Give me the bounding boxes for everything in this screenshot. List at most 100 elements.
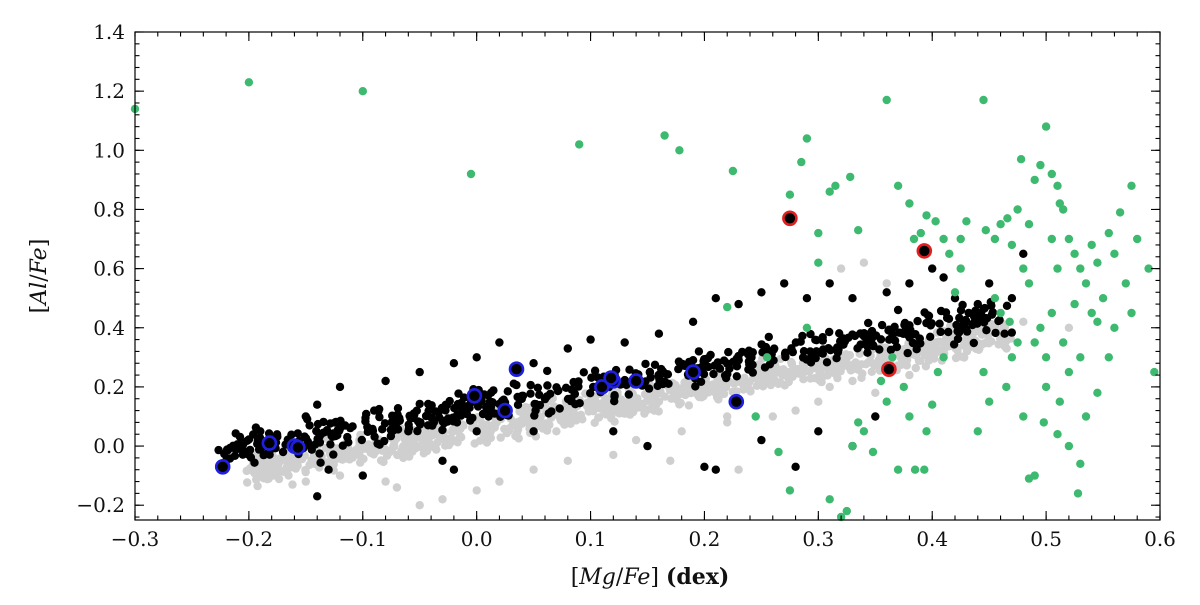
gray-point	[558, 418, 568, 427]
gray-point	[429, 442, 438, 452]
black-point	[293, 429, 302, 438]
gray-point	[288, 480, 297, 489]
black-point	[871, 412, 880, 421]
black-point	[571, 400, 580, 409]
black-point	[899, 329, 908, 338]
green-point	[916, 228, 925, 238]
gray-point	[569, 409, 579, 419]
black-point	[326, 419, 335, 428]
gray-point	[723, 418, 732, 427]
gray-point	[739, 385, 748, 394]
gray-point	[279, 467, 288, 476]
gray-point	[845, 351, 855, 360]
green-point	[1059, 205, 1068, 214]
black-point	[955, 313, 964, 323]
black-point	[734, 299, 743, 309]
black-point	[526, 389, 535, 398]
black-point	[449, 465, 459, 474]
black-point	[952, 320, 961, 330]
black-point	[363, 427, 372, 436]
red-ring-series	[782, 210, 933, 378]
gray-point	[496, 433, 505, 442]
gray-point	[563, 456, 572, 465]
black-point	[388, 411, 397, 420]
gray-point	[975, 339, 985, 348]
gray-point	[511, 431, 520, 441]
black-point	[780, 279, 789, 288]
green-point	[939, 234, 948, 244]
black-point	[586, 335, 595, 344]
black-point	[781, 352, 790, 362]
green-point	[1013, 338, 1022, 347]
black-point	[903, 348, 912, 358]
y-tick-label: 0.4	[93, 316, 125, 340]
gray-point	[836, 264, 846, 273]
green-point	[1073, 489, 1083, 498]
green-point	[1039, 418, 1049, 427]
green-point	[1013, 205, 1022, 214]
gray-point	[825, 382, 834, 392]
black-point	[798, 331, 807, 341]
black-point	[1002, 301, 1012, 310]
black-point	[230, 451, 240, 460]
chart-marks	[130, 78, 1159, 522]
black-point	[513, 400, 523, 409]
gray-point	[631, 435, 641, 445]
black-point	[806, 329, 815, 339]
black-point	[495, 338, 504, 347]
gray-point	[837, 362, 846, 372]
gray-point	[253, 481, 262, 491]
green-point	[956, 234, 965, 244]
green-point	[1098, 294, 1108, 303]
gray-point	[905, 370, 914, 380]
green-point	[814, 228, 823, 238]
black-point	[512, 380, 521, 390]
black-point	[798, 353, 808, 362]
green-point	[802, 323, 812, 332]
gray-point	[848, 364, 858, 374]
black-point	[472, 353, 481, 362]
gray-point	[529, 465, 538, 474]
black-point	[393, 417, 402, 426]
green-point	[981, 226, 990, 235]
gray-point	[366, 448, 375, 457]
black-point	[326, 440, 335, 449]
gray-point	[393, 450, 402, 460]
black-point	[1000, 329, 1009, 338]
gray-point	[932, 338, 941, 347]
gray-point	[243, 478, 252, 487]
green-point	[244, 78, 254, 87]
green-point	[928, 400, 937, 409]
green-point	[910, 465, 920, 474]
x-axis-label-part: Fe	[622, 565, 650, 590]
gray-point	[415, 501, 424, 510]
gray-point	[960, 353, 969, 362]
black-point	[969, 312, 979, 321]
black-point	[818, 336, 827, 345]
black-point	[711, 294, 720, 303]
black-point	[457, 411, 466, 420]
green-point	[905, 199, 914, 208]
black-point	[554, 386, 563, 395]
blue-ring-series	[214, 361, 745, 475]
black-point	[543, 381, 552, 390]
gray-point	[521, 416, 530, 425]
black-point	[877, 320, 887, 330]
gray-point	[482, 432, 491, 441]
green-point	[1053, 264, 1062, 273]
green-point	[1019, 412, 1028, 421]
black-point	[454, 389, 463, 398]
black-point	[856, 329, 865, 338]
green-point	[1121, 279, 1131, 288]
gray-point	[713, 375, 722, 385]
green-point	[909, 234, 919, 244]
black-point	[691, 382, 700, 391]
black-point	[962, 327, 972, 336]
green-point	[939, 353, 948, 362]
blue-ring-point	[214, 458, 231, 475]
green-point	[868, 447, 878, 457]
green-point	[1041, 353, 1051, 362]
black-point	[423, 421, 433, 430]
gray-point	[502, 428, 512, 438]
